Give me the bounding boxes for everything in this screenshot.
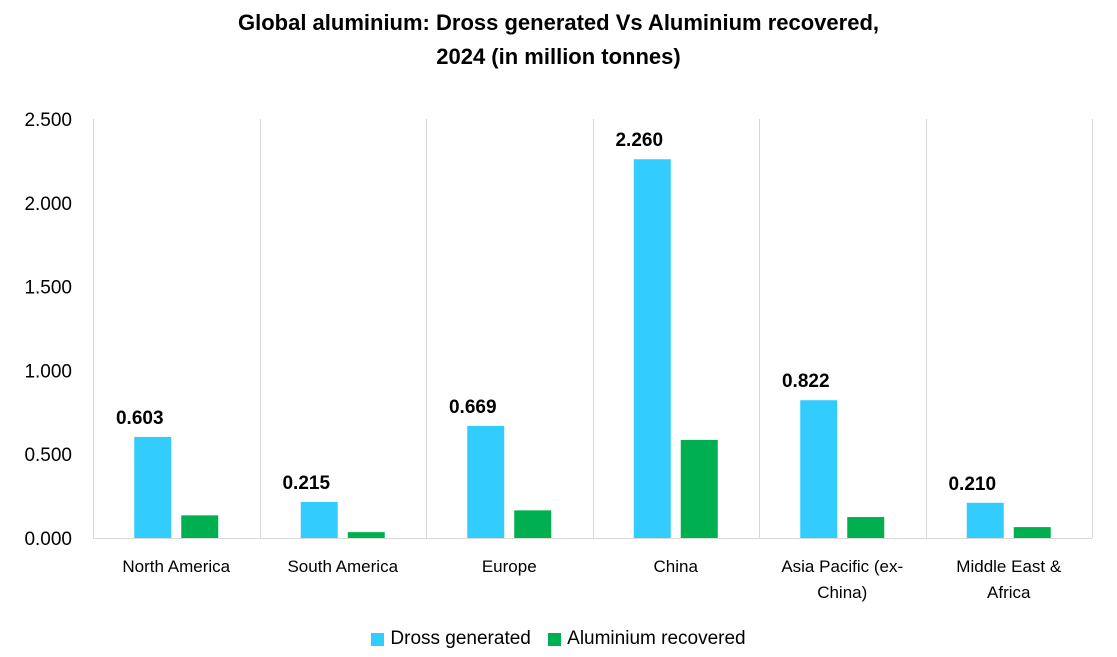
x-category-label: Asia Pacific (ex-: [781, 557, 903, 576]
bar-dross: [134, 436, 172, 538]
chart-plot-area: 0.000 0.500 1.000 1.500 2.000 2.500 0.603 North…: [24, 110, 1093, 602]
legend-item-dross: Dross generated: [371, 628, 531, 650]
legend-swatch-aluminium: [548, 632, 562, 646]
bar-dross: [800, 400, 838, 538]
chart-title-line-2: 2024 (in million tonnes): [436, 44, 681, 69]
y-tick-label: 2.500: [24, 110, 72, 131]
legend-swatch-dross: [371, 632, 385, 646]
bar-dross: [633, 159, 671, 538]
y-tick-label: 1.000: [24, 361, 72, 382]
data-label: 0.822: [782, 371, 830, 392]
x-category-label: North America: [122, 557, 230, 576]
bar-aluminium: [1013, 527, 1051, 538]
legend-label-aluminium: Aluminium recovered: [567, 628, 746, 649]
data-label: 0.210: [948, 474, 996, 495]
legend-item-aluminium: Aluminium recovered: [548, 628, 746, 650]
chart-title: Global aluminium: Dross generated Vs Alu…: [0, 6, 1117, 74]
legend-label-dross: Dross generated: [390, 628, 531, 649]
x-category-label: China: [654, 557, 699, 576]
y-tick-label: 2.000: [24, 194, 72, 215]
x-category-label: Africa: [987, 583, 1031, 602]
bar-dross: [467, 425, 505, 538]
bar-dross: [300, 501, 338, 538]
data-label: 0.215: [282, 473, 330, 494]
y-tick-label: 0.500: [24, 445, 72, 466]
bar-aluminium: [514, 510, 552, 538]
bar-aluminium: [680, 439, 718, 538]
chart-title-line-1: Global aluminium: Dross generated Vs Alu…: [237, 10, 879, 35]
data-label: 0.669: [449, 397, 497, 418]
x-category-label: China): [817, 583, 867, 602]
bar-aluminium: [181, 515, 219, 538]
bar-dross: [966, 502, 1004, 538]
x-category-label: Middle East &: [956, 557, 1062, 576]
data-label: 0.603: [116, 408, 164, 429]
chart-legend: Dross generated Aluminium recovered: [0, 628, 1117, 652]
bar-aluminium: [847, 517, 885, 538]
x-category-label: Europe: [482, 557, 537, 576]
y-tick-label: 1.500: [24, 278, 72, 299]
x-category-label: South America: [287, 557, 398, 576]
data-label: 2.260: [615, 130, 663, 151]
y-tick-label: 0.000: [24, 529, 72, 550]
bar-aluminium: [347, 532, 385, 538]
